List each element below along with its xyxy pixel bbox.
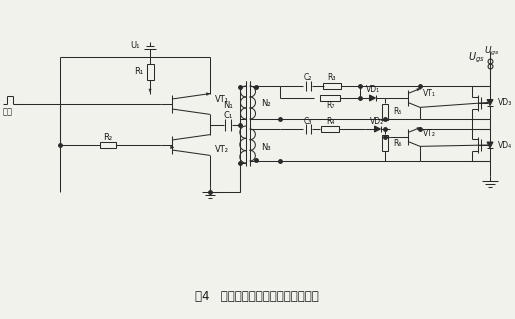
Polygon shape [369,95,375,101]
Bar [382,135,388,151]
Polygon shape [207,93,210,95]
Text: VT₂: VT₂ [423,129,436,137]
Text: R₁: R₁ [134,68,143,77]
Text: R₃: R₃ [328,73,336,83]
Text: C₁: C₁ [224,111,233,120]
Text: VD₄: VD₄ [498,140,512,150]
Text: R₇: R₇ [326,101,334,110]
Text: N₃: N₃ [261,143,270,152]
Text: VD₁: VD₁ [366,85,380,94]
Text: R₄: R₄ [326,116,334,125]
Polygon shape [417,128,420,130]
Bar [382,104,388,120]
Text: C₃: C₃ [304,116,312,125]
Text: U₁: U₁ [130,41,140,49]
Text: $U_{gs}$: $U_{gs}$ [468,51,485,65]
Text: 脉冲: 脉冲 [3,108,13,116]
Text: N₁: N₁ [223,101,233,110]
Text: VT₂: VT₂ [215,145,229,154]
Text: VD₂: VD₂ [370,116,385,125]
Polygon shape [149,89,151,92]
Text: R₂: R₂ [104,132,113,142]
Bar [320,95,340,101]
Polygon shape [487,142,493,148]
Bar [100,142,116,148]
Polygon shape [170,146,174,148]
Polygon shape [487,100,493,106]
Bar [323,83,341,89]
Text: VT₁: VT₁ [215,94,229,103]
Polygon shape [374,126,381,132]
Text: R₅: R₅ [393,108,402,116]
Text: $U_{gs}$: $U_{gs}$ [484,44,500,57]
Polygon shape [417,89,420,91]
Text: R₆: R₆ [393,138,402,147]
Bar [321,126,339,132]
Text: VT₁: VT₁ [423,90,436,99]
Text: N₂: N₂ [261,100,270,108]
Text: C₂: C₂ [304,73,312,83]
Text: VD₃: VD₃ [498,98,512,107]
Bar [146,64,153,80]
Text: 图4   新型的不对称半桥隔离驱动电路: 图4 新型的不对称半桥隔离驱动电路 [195,291,319,303]
